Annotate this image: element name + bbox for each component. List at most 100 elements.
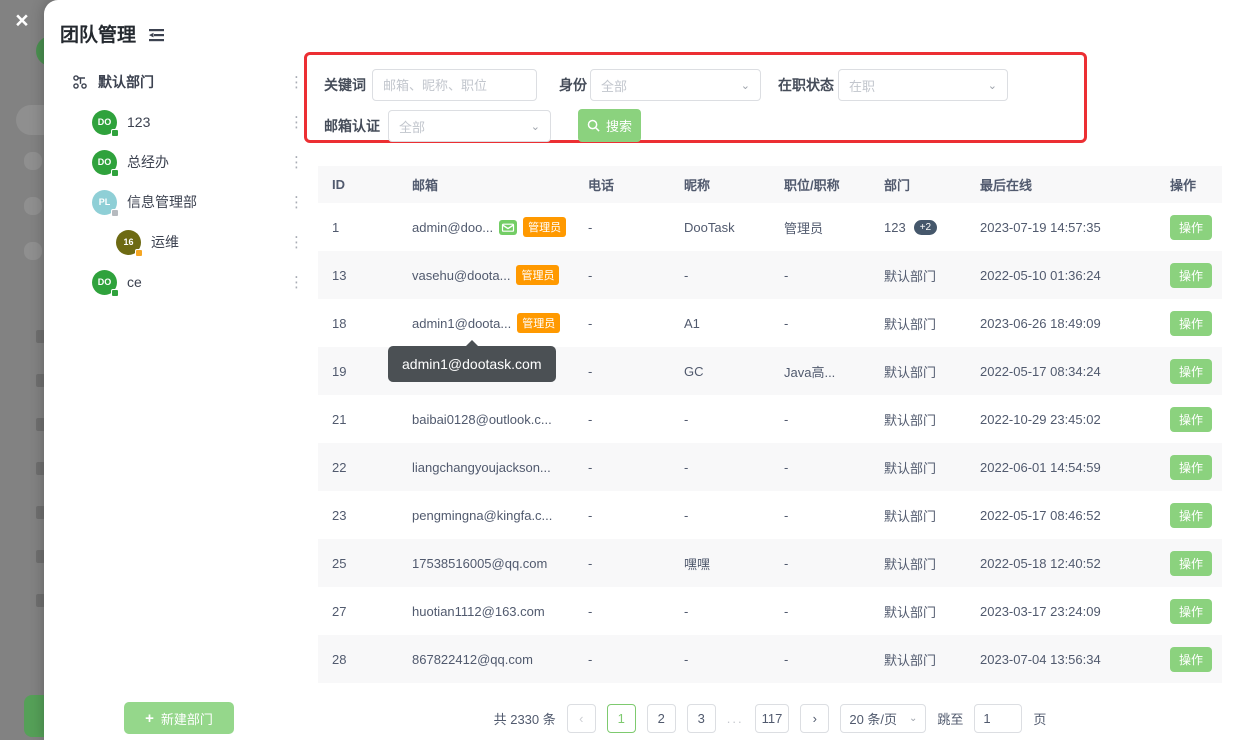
table-row: 21 baibai0128@outlook.c... - - - 默认部门 20… — [318, 395, 1222, 443]
cell-position: - — [784, 315, 789, 331]
row-action-button[interactable]: 操作 — [1170, 214, 1212, 240]
cell-nickname: DooTask — [684, 219, 735, 235]
cell-department: 默认部门 — [884, 508, 937, 524]
cell-nickname: GC — [684, 363, 704, 379]
row-action-button[interactable]: 操作 — [1170, 454, 1212, 480]
jump-page-input[interactable] — [974, 703, 1023, 733]
more-menu-icon[interactable]: ⋮ — [289, 274, 304, 291]
cell-email: huotian1112@163.com — [412, 603, 545, 619]
status-dot — [111, 128, 119, 137]
background-list-item — [36, 374, 45, 387]
org-chart-icon — [72, 74, 88, 90]
table-row: 18 admin1@doota... 管理员 - A1 - 默认部门 2023-… — [318, 299, 1222, 347]
page-button-3[interactable]: 3 — [686, 703, 716, 733]
sidebar-item-label: 123 — [127, 114, 151, 130]
cell-id: 28 — [332, 651, 347, 667]
background-list-item — [36, 418, 45, 431]
row-action-button[interactable]: 操作 — [1170, 358, 1212, 384]
cell-id: 18 — [332, 315, 347, 331]
page-button-2[interactable]: 2 — [646, 703, 676, 733]
email-verify-label: 邮箱认证 — [324, 118, 380, 134]
keyword-input[interactable] — [373, 70, 536, 100]
cell-email: 17538516005@qq.com — [412, 555, 548, 571]
employment-status-select[interactable]: 在职 ⌄ — [838, 69, 1008, 101]
department-avatar: DO — [92, 269, 119, 297]
cell-id: 19 — [332, 363, 347, 379]
cell-position: - — [784, 555, 789, 571]
ellipsis-icon[interactable]: ... — [726, 710, 744, 726]
row-action-button[interactable]: 操作 — [1170, 550, 1212, 576]
prev-page-button[interactable]: ‹ — [566, 703, 596, 733]
status-dot — [111, 168, 119, 177]
row-action-button[interactable]: 操作 — [1170, 406, 1212, 432]
jump-label: 跳至 — [937, 711, 964, 727]
tooltip-arrow — [464, 340, 479, 347]
department-tree: 默认部门 ⋮ DO 123 ⋮ DO 总经办 ⋮ PL 信息管理部 ⋮ 16 运… — [60, 62, 308, 302]
more-menu-icon[interactable]: ⋮ — [289, 74, 304, 91]
cell-department: 默认部门 — [884, 412, 937, 428]
sidebar-item-default-department[interactable]: 默认部门 ⋮ — [60, 62, 308, 102]
next-page-button[interactable]: › — [800, 703, 830, 733]
sidebar-item-yunwei[interactable]: 16 运维 ⋮ — [60, 222, 308, 262]
admin-badge: 管理员 — [516, 265, 560, 285]
cell-email: pengmingna@kingfa.c... — [412, 507, 553, 523]
cell-department: 123 +2 — [870, 219, 966, 235]
cell-department: 默认部门 — [884, 556, 937, 572]
background-list-item — [36, 330, 45, 343]
employment-status-label: 在职状态 — [778, 77, 834, 93]
row-action-button[interactable]: 操作 — [1170, 262, 1212, 288]
cell-id: 1 — [332, 219, 340, 235]
search-button[interactable]: 搜索 — [578, 109, 641, 142]
more-menu-icon[interactable]: ⋮ — [289, 194, 304, 211]
cell-email: baibai0128@outlook.c... — [412, 411, 552, 427]
total-count: 共 2330 条 — [493, 711, 556, 727]
row-action-button[interactable]: 操作 — [1170, 598, 1212, 624]
admin-badge: 管理员 — [523, 217, 567, 237]
col-header-department: 部门 — [884, 178, 911, 193]
row-action-button[interactable]: 操作 — [1170, 310, 1212, 336]
background-list-item — [36, 594, 45, 607]
page-button-117[interactable]: 117 — [754, 703, 790, 733]
page-button-1[interactable]: 1 — [606, 703, 636, 733]
email-text: admin1@doota... — [412, 315, 512, 331]
admin-badge: 管理员 — [517, 313, 561, 333]
chevron-down-icon: ⌄ — [987, 79, 997, 92]
cell-position: - — [784, 411, 789, 427]
chevron-down-icon: ⌄ — [530, 120, 540, 133]
row-action-button[interactable]: 操作 — [1170, 502, 1212, 528]
more-menu-icon[interactable]: ⋮ — [289, 234, 304, 251]
cell-last-online: 2022-05-17 08:34:24 — [980, 363, 1101, 379]
close-icon[interactable]: × — [15, 7, 29, 33]
extra-departments-badge[interactable]: +2 — [913, 219, 938, 235]
sidebar-item-label: 运维 — [151, 234, 179, 250]
sidebar-item-zongjingban[interactable]: DO 总经办 ⋮ — [60, 142, 308, 182]
email-verify-select[interactable]: 全部 ⌄ — [388, 110, 551, 142]
background-list-item — [36, 506, 45, 519]
more-menu-icon[interactable]: ⋮ — [289, 154, 304, 171]
team-management-modal: 团队管理 默认部门 ⋮ — [44, 0, 1242, 740]
page-title: 团队管理 — [60, 20, 166, 47]
cell-last-online: 2022-10-29 23:45:02 — [980, 411, 1101, 427]
sidebar-item-ce[interactable]: DO ce ⋮ — [60, 262, 308, 302]
cell-last-online: 2022-06-01 14:54:59 — [980, 459, 1101, 475]
email-text: admin@doo... — [412, 219, 494, 235]
cell-phone: - — [588, 267, 593, 283]
new-department-button[interactable]: + 新建部门 — [124, 702, 234, 734]
cell-department: 默认部门 — [884, 268, 937, 284]
collapse-sidebar-icon[interactable] — [146, 27, 166, 43]
row-action-button[interactable]: 操作 — [1170, 646, 1212, 672]
cell-nickname: - — [684, 603, 689, 619]
cell-position: 管理员 — [784, 220, 824, 236]
cell-position: - — [784, 459, 789, 475]
sidebar-item-123[interactable]: DO 123 ⋮ — [60, 102, 308, 142]
sidebar-item-info-dept[interactable]: PL 信息管理部 ⋮ — [60, 182, 308, 222]
more-menu-icon[interactable]: ⋮ — [289, 114, 304, 131]
cell-nickname: 嘿嘿 — [684, 556, 711, 572]
page-size-select[interactable]: 20 条/页 ⌄ — [840, 703, 927, 733]
status-dot — [111, 208, 119, 217]
sidebar-item-label: 默认部门 — [98, 74, 154, 90]
background-icon — [24, 242, 42, 260]
identity-select[interactable]: 全部 ⌄ — [590, 69, 761, 101]
table-row: 28 867822412@qq.com - - - 默认部门 2023-07-0… — [318, 635, 1222, 683]
search-icon — [587, 119, 600, 132]
